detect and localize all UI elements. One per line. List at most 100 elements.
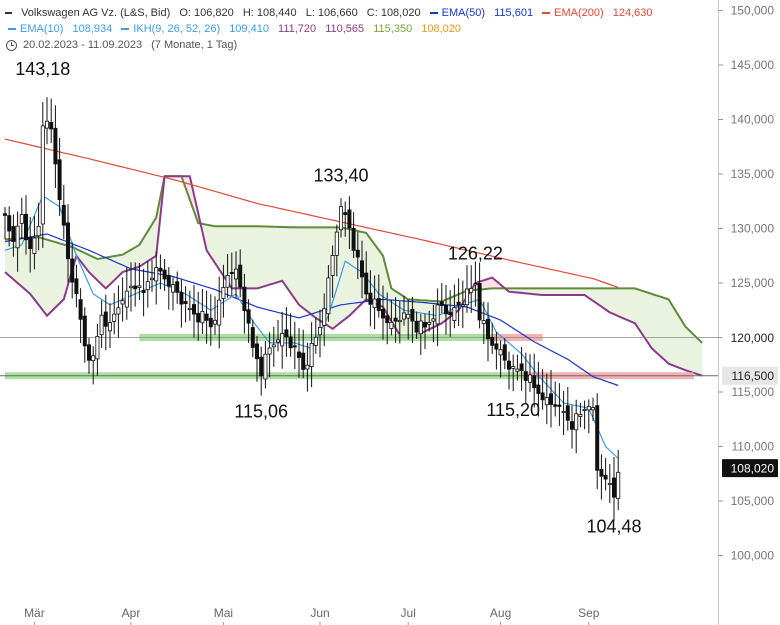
annotation-label: 115,06 xyxy=(234,401,288,421)
candle-up xyxy=(145,281,150,291)
candle-up xyxy=(19,214,24,224)
candle-down xyxy=(166,275,171,287)
x-axis: Mär Apr Mai Jun Jul Aug Sep xyxy=(24,606,600,625)
candle-down xyxy=(204,313,209,321)
candle-down xyxy=(28,237,33,250)
candle-up xyxy=(120,300,125,305)
candle-down xyxy=(66,222,71,260)
candle-up xyxy=(330,255,335,276)
candle-down xyxy=(70,258,75,283)
candle-down xyxy=(238,264,243,288)
candle-up xyxy=(124,290,129,308)
candle-down xyxy=(7,215,12,232)
candle-up xyxy=(212,319,217,325)
y-tick-label: 115,000 xyxy=(732,385,775,399)
instrument-name: Volkswagen AG Vz. (L&S, Bid) xyxy=(21,7,171,19)
candle-up xyxy=(95,335,100,360)
candle-down xyxy=(355,249,360,258)
ema50-label: EMA(50) xyxy=(441,7,486,19)
candle-up xyxy=(582,408,587,411)
y-tick-label: 150,000 xyxy=(731,4,775,18)
candle-down xyxy=(347,209,352,229)
y-tick-label: 100,000 xyxy=(731,549,775,563)
candle-down xyxy=(376,298,381,312)
candle-up xyxy=(305,364,310,370)
ohlc-high: H: 108,440 xyxy=(242,7,297,19)
candle-up xyxy=(267,347,272,355)
candle-down xyxy=(485,318,490,340)
candle-up xyxy=(317,326,322,336)
candle-down xyxy=(603,474,608,480)
candle-down xyxy=(78,299,83,320)
candle-down xyxy=(540,392,545,401)
candle-up xyxy=(515,368,520,372)
candle-down xyxy=(11,226,16,242)
candle-up xyxy=(32,237,37,254)
candle-up xyxy=(561,410,566,413)
hline-axis-0-label: 120,000 xyxy=(731,331,775,345)
candle-down xyxy=(532,375,537,389)
candle-up xyxy=(511,366,516,369)
ikh-label: IKH(9, 26, 52, 26) xyxy=(133,23,221,35)
candle-down xyxy=(536,384,541,394)
ema200-line xyxy=(4,138,619,288)
candle-up xyxy=(263,353,268,380)
hline-axis-1-box xyxy=(722,366,778,385)
x-tick-label-mär: Mär xyxy=(24,606,45,620)
support-zones xyxy=(5,334,694,380)
candle-up xyxy=(108,322,113,332)
candle-up xyxy=(280,332,285,347)
horizontal-lines xyxy=(0,337,718,377)
candle-down xyxy=(242,286,247,312)
candle-down xyxy=(133,285,138,290)
candle-up xyxy=(544,397,549,406)
candle-up xyxy=(233,268,238,280)
y-tick-label: 105,000 xyxy=(731,494,775,508)
ohlc-open: O: 106,820 xyxy=(179,7,234,19)
ikh-value-4: 115,350 xyxy=(373,23,413,35)
candle-down xyxy=(61,204,66,226)
candle-series-icon xyxy=(5,12,12,15)
x-tick-label-apr: Apr xyxy=(122,606,141,620)
candle-down xyxy=(359,260,364,278)
candle-down xyxy=(368,292,373,305)
candle-up xyxy=(469,287,474,293)
candle-down xyxy=(103,311,108,327)
annotation-label: 126,22 xyxy=(448,244,503,264)
candle-down xyxy=(494,343,499,350)
candle-up xyxy=(112,313,117,322)
candle-up xyxy=(91,355,96,361)
x-tick-label-mai: Mai xyxy=(214,606,233,620)
candle-up xyxy=(45,120,50,129)
candle-down xyxy=(385,315,390,324)
candle-up xyxy=(271,344,276,348)
candle-up xyxy=(372,298,377,309)
candle-down xyxy=(254,343,259,360)
ikh-span-b-line xyxy=(4,175,703,377)
ema200-value: 124,630 xyxy=(612,7,653,19)
y-tick-label: 135,000 xyxy=(731,167,775,181)
candle-down xyxy=(570,421,575,430)
candle-up xyxy=(309,342,314,367)
candle-down xyxy=(380,308,385,319)
ema50-line xyxy=(4,233,619,387)
candle-up xyxy=(427,321,432,325)
ema50-value: 115,601 xyxy=(494,7,534,19)
candle-down xyxy=(612,477,617,498)
candle-down xyxy=(443,304,448,315)
x-tick-label-jun: Jun xyxy=(310,606,329,620)
candle-down xyxy=(490,336,495,346)
candle-down xyxy=(393,317,398,322)
candle-up xyxy=(473,283,478,286)
candle-up xyxy=(326,277,331,315)
candle-down xyxy=(595,405,600,471)
candle-down xyxy=(351,227,356,251)
candle-up xyxy=(452,307,457,321)
ikh-value-2: 111,720 xyxy=(278,23,317,35)
ikh-value-1: 109,410 xyxy=(229,23,269,35)
candle-up xyxy=(221,287,226,299)
candle-down xyxy=(3,213,8,216)
ema10-value: 108,934 xyxy=(72,23,113,35)
candle-down xyxy=(87,344,92,361)
